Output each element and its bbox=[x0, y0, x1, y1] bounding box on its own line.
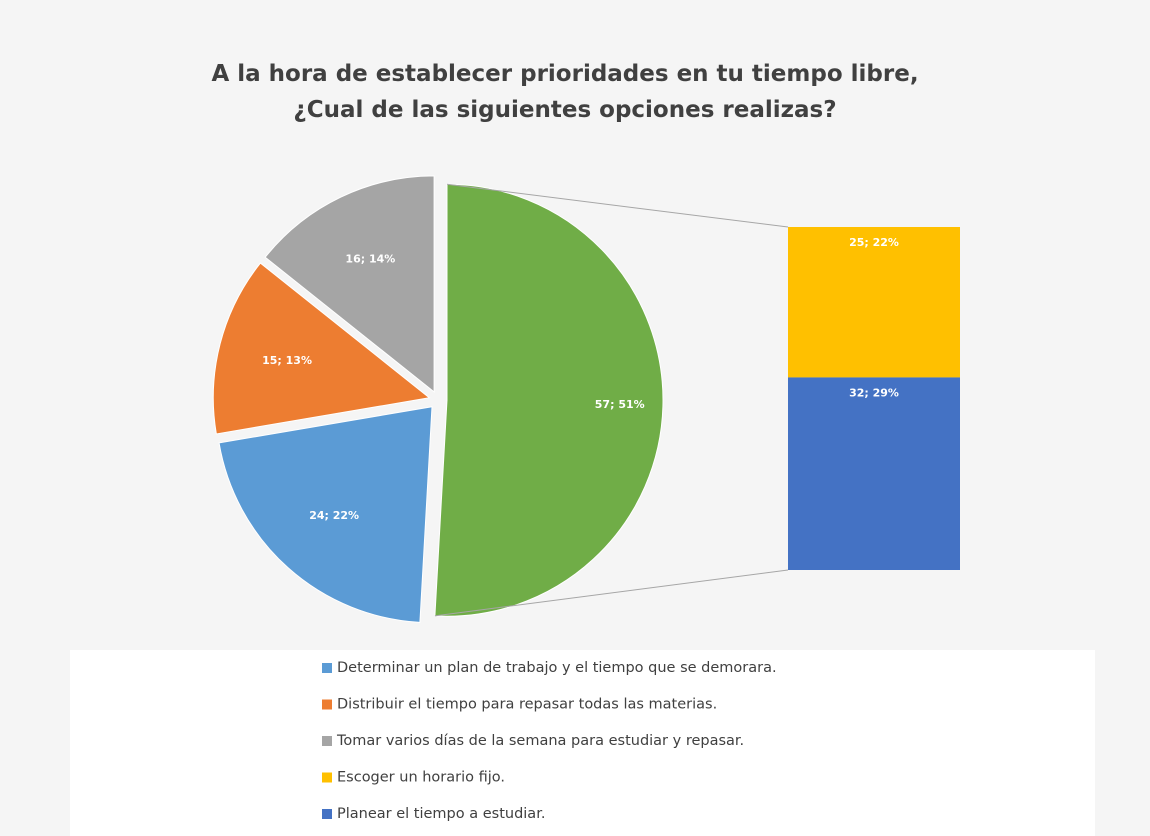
legend-swatch bbox=[322, 663, 332, 673]
legend-swatch bbox=[322, 772, 332, 783]
chart-title: A la hora de establecer prioridades en t… bbox=[211, 61, 919, 123]
connector-line bbox=[434, 569, 789, 617]
legend-label: Escoger un horario fijo. bbox=[337, 770, 505, 786]
pie-slice bbox=[212, 262, 431, 435]
connector-line bbox=[446, 183, 789, 228]
pie-slice bbox=[218, 406, 433, 623]
data-label: 16; 14% bbox=[345, 253, 395, 266]
legend-label: Tomar varios días de la semana para estu… bbox=[336, 733, 744, 749]
legend-label: Determinar un plan de trabajo y el tiemp… bbox=[337, 660, 777, 676]
legend-label: Distribuir el tiempo para repasar todas … bbox=[337, 697, 717, 713]
pie-slice bbox=[264, 175, 435, 393]
bar-segment bbox=[788, 227, 960, 378]
data-label: 32; 29% bbox=[849, 386, 899, 399]
data-label: 24; 22% bbox=[309, 509, 359, 522]
legend-swatch bbox=[322, 809, 332, 819]
data-label: 15; 13% bbox=[262, 354, 312, 367]
legend-swatch bbox=[322, 736, 332, 746]
data-label: 57; 51% bbox=[595, 398, 645, 411]
legend-box bbox=[70, 650, 1095, 836]
bar-segment bbox=[788, 377, 960, 570]
data-label: 25; 22% bbox=[849, 236, 899, 249]
legend-swatch bbox=[322, 699, 332, 710]
legend-label: Planear el tiempo a estudiar. bbox=[337, 806, 545, 822]
pie-slice bbox=[434, 183, 664, 617]
